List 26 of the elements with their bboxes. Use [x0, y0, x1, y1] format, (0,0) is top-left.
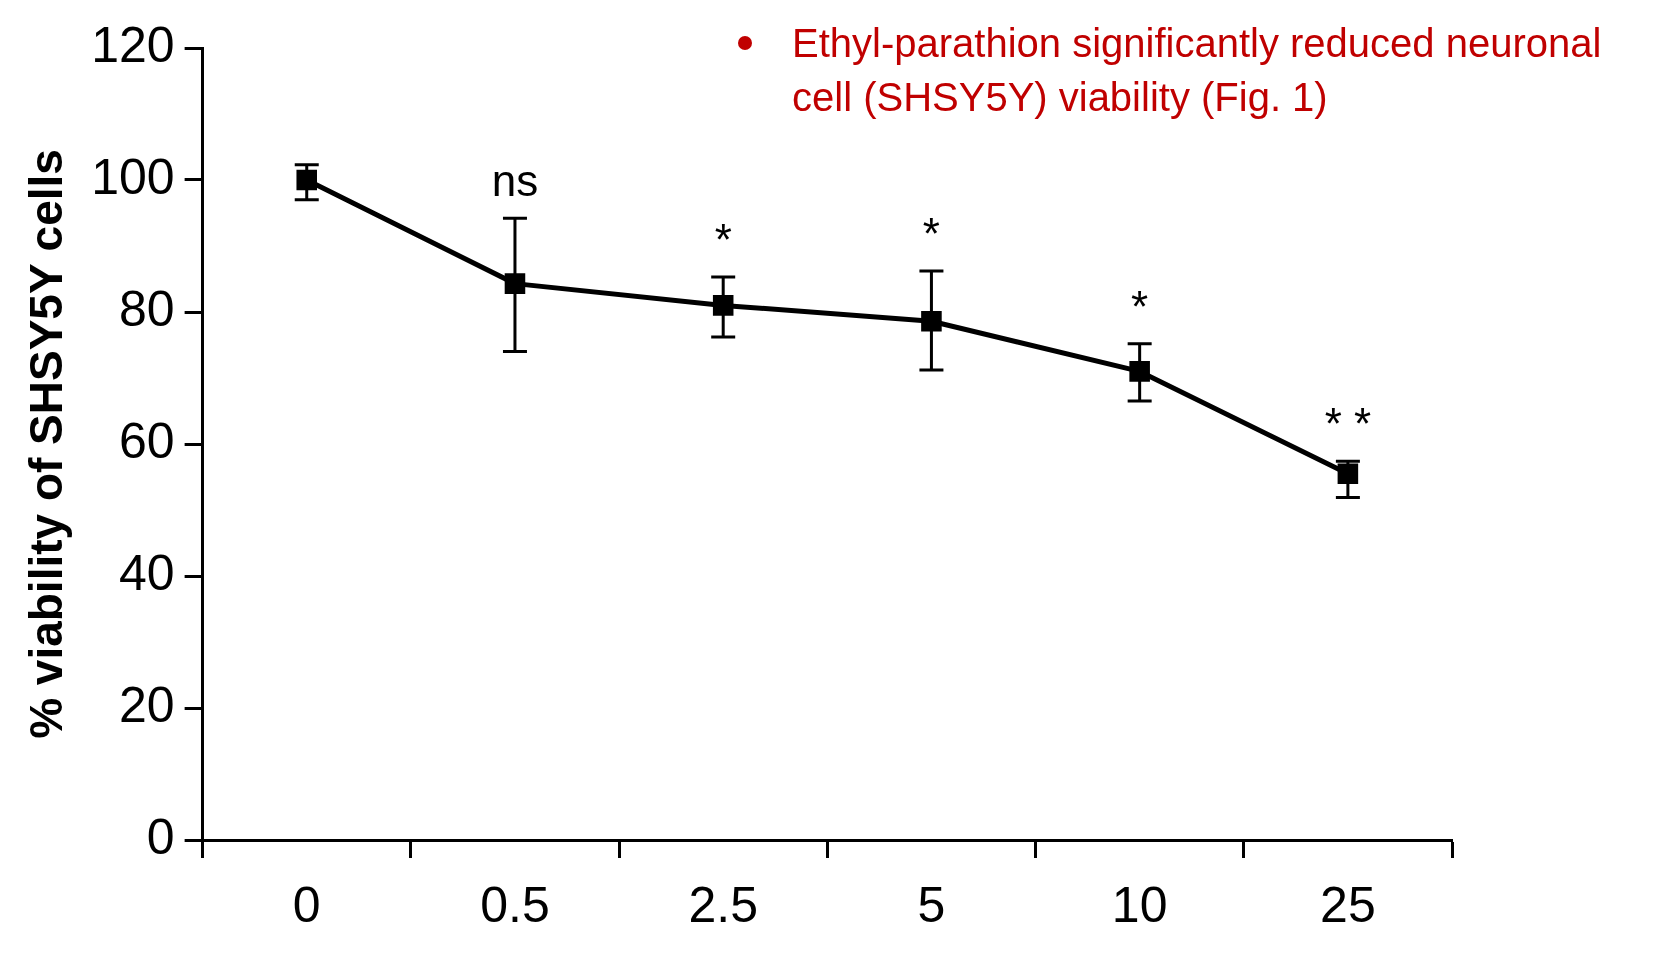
- y-tick-label: 100: [91, 148, 175, 205]
- x-tick-label: 2.5: [688, 876, 758, 933]
- y-tick-label: 40: [119, 544, 175, 601]
- annotation: *: [713, 215, 733, 266]
- x-tick-label: 10: [1111, 876, 1168, 933]
- point: [504, 273, 526, 294]
- y-tick-label: 80: [119, 280, 175, 337]
- point: [296, 169, 318, 191]
- annotation: Ethyl-parathion significantly reduced neuronal cell (SHSY5Y) viability (Fig. 1): [792, 20, 1603, 121]
- y-tick-label: 60: [119, 412, 175, 469]
- y-tick-label: 120: [91, 16, 175, 73]
- point: [921, 310, 942, 332]
- annotation: ns: [490, 156, 540, 207]
- point: [1337, 463, 1359, 484]
- x-tick-label: 0.5: [480, 876, 550, 933]
- x-tick-label: 0: [292, 876, 321, 933]
- x-tick-label: 25: [1320, 876, 1376, 933]
- annotation: * *: [1323, 399, 1373, 450]
- annotation: *: [921, 209, 941, 260]
- x-tick-label: 5: [917, 876, 946, 933]
- annotation: *: [1130, 281, 1150, 332]
- point: [712, 295, 734, 316]
- y-tick-label: 0: [146, 808, 175, 865]
- y-axis-title: % viability of SHSY5Y cells: [20, 149, 73, 739]
- point: [1129, 361, 1150, 382]
- y-tick-label: 20: [119, 676, 175, 733]
